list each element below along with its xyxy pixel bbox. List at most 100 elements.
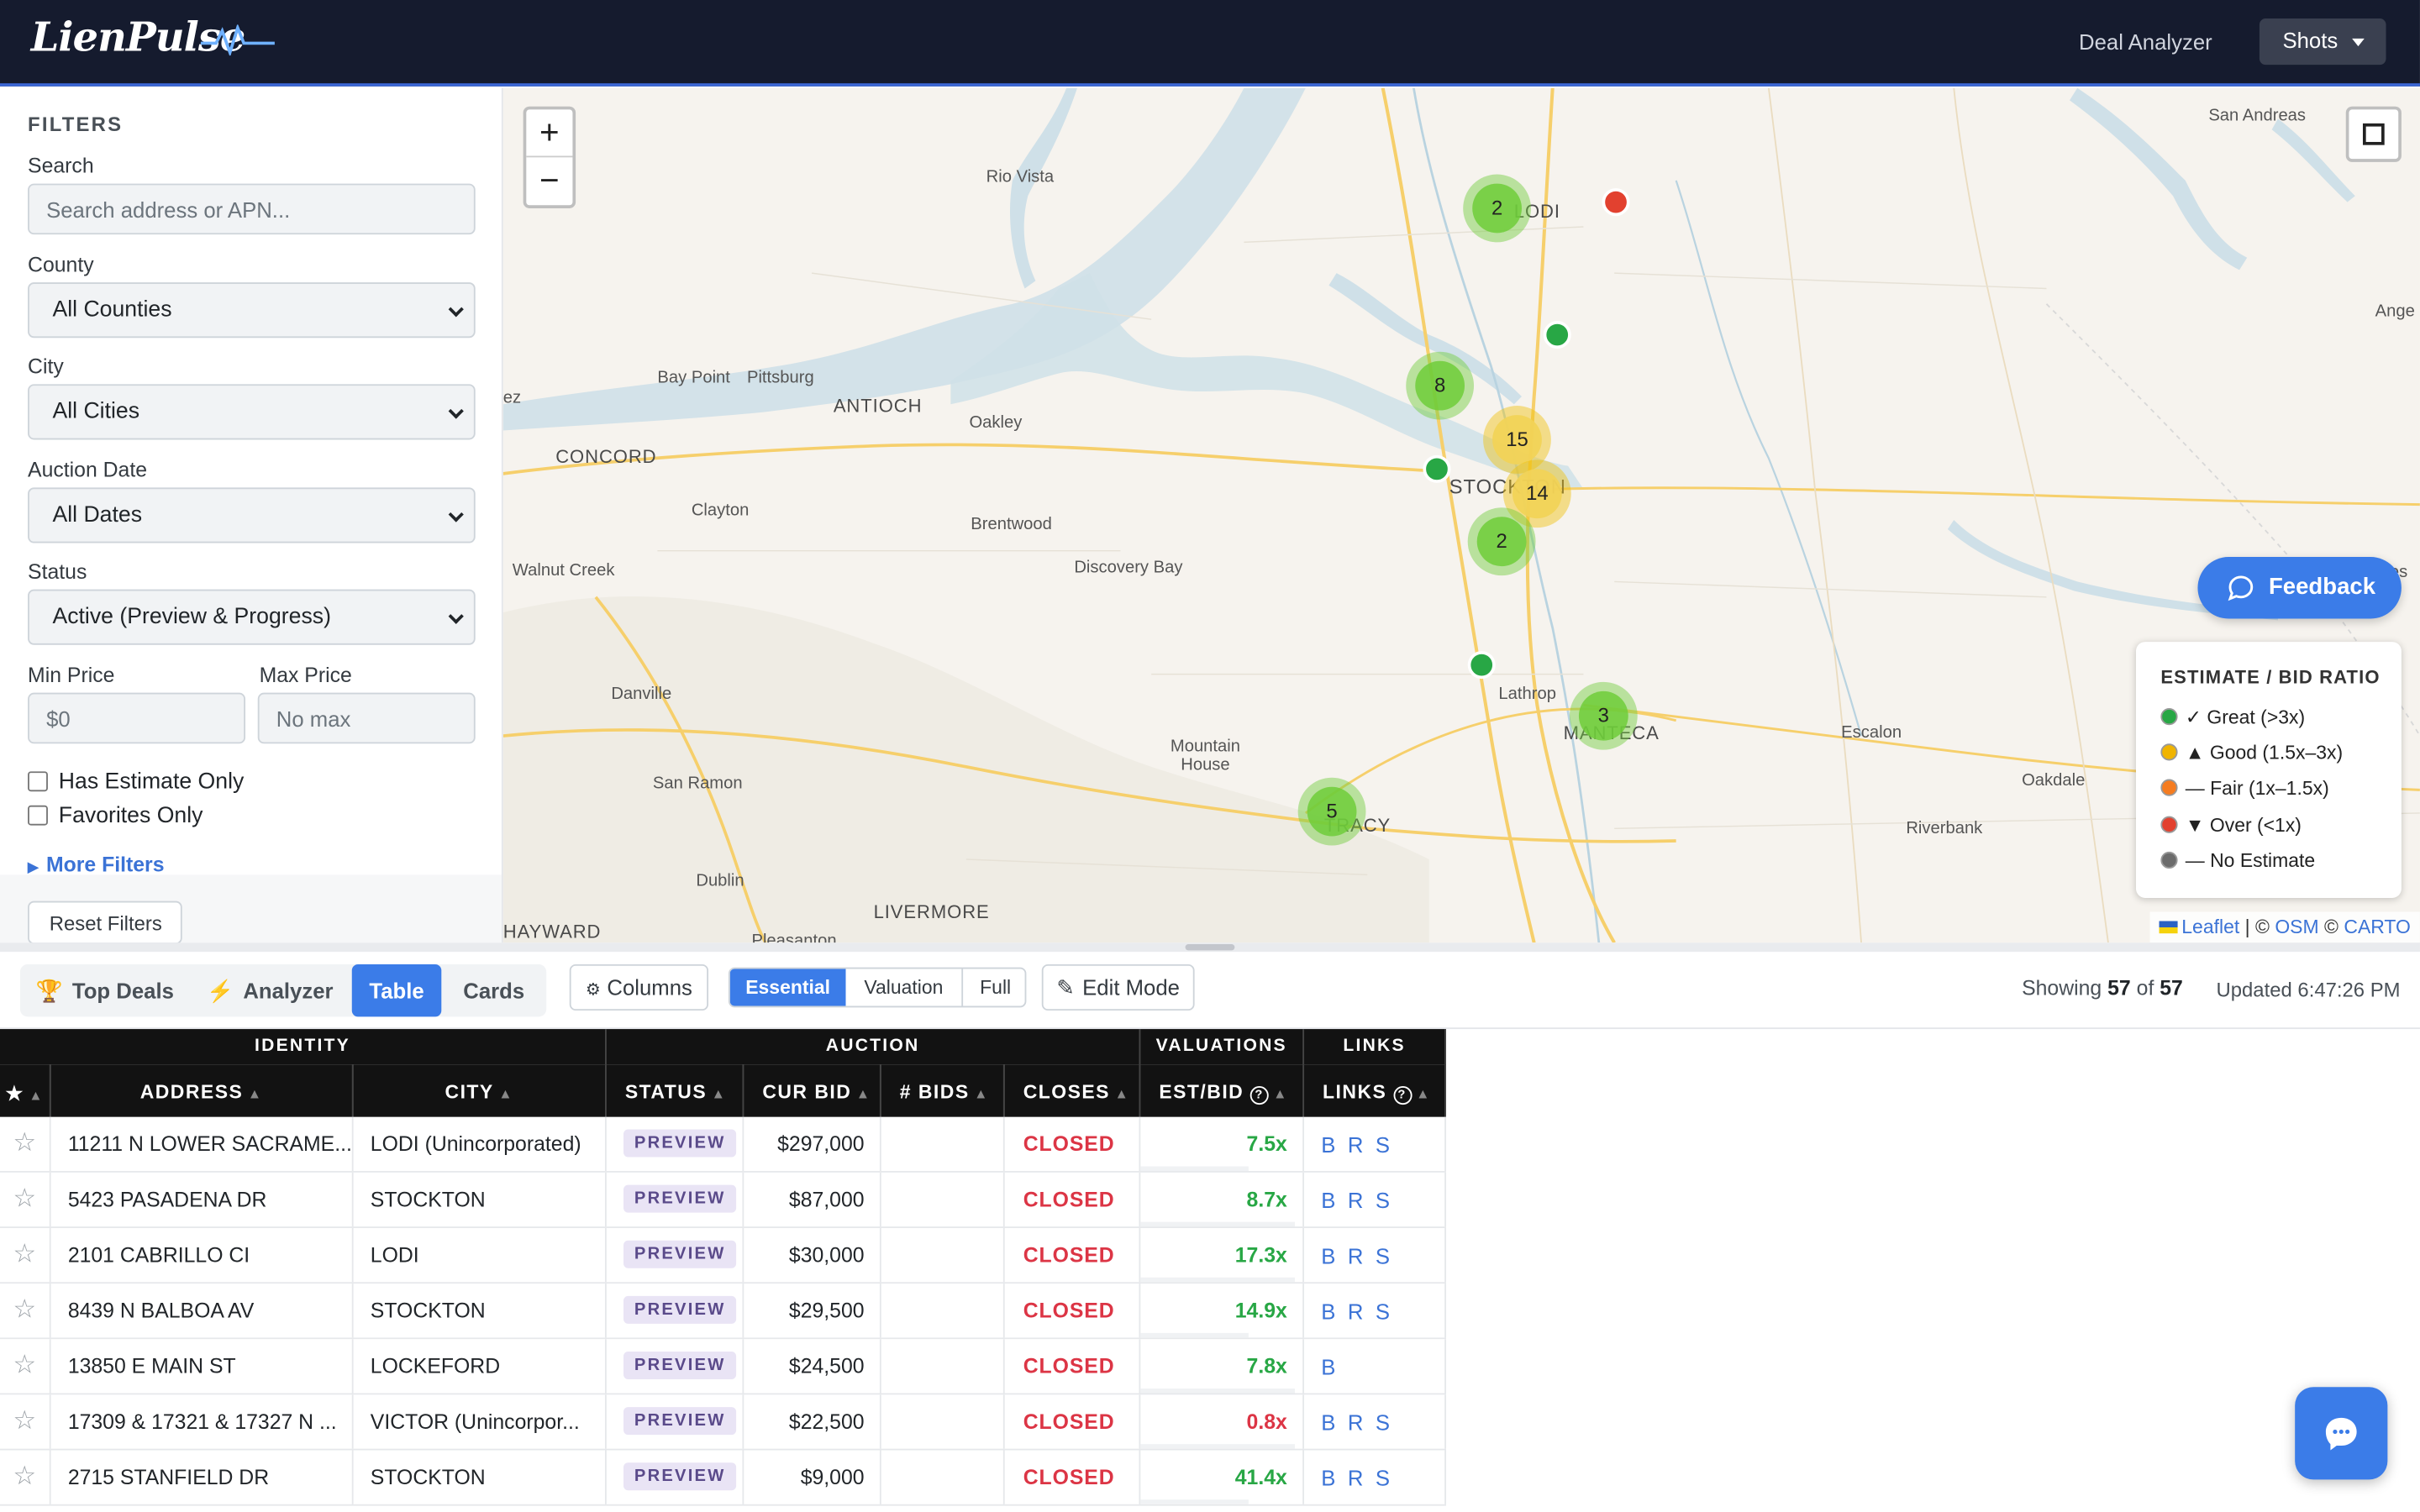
cell-address[interactable]: 2715 STANFIELD DR: [51, 1450, 354, 1504]
links-value[interactable]: B R S: [1321, 1188, 1393, 1213]
table-row[interactable]: ☆ 13850 E MAIN ST LOCKEFORD PREVIEW $24,500 C…: [0, 1339, 1446, 1395]
map-cluster[interactable]: 3: [1569, 681, 1638, 750]
links-value[interactable]: B R S: [1321, 1299, 1393, 1324]
tab-top-deals[interactable]: 🏆 Top Deals: [34, 964, 176, 1016]
fullscreen-button[interactable]: [2345, 106, 2402, 162]
status-select[interactable]: Active (Preview & Progress): [28, 589, 476, 645]
favorite-star-icon[interactable]: ☆: [0, 1228, 51, 1283]
checkbox-box[interactable]: [28, 771, 48, 792]
carto-link[interactable]: CARTO: [2344, 916, 2411, 938]
col-header-est-bid[interactable]: EST/BID? ▲: [1140, 1064, 1305, 1117]
tab-cards[interactable]: Cards: [463, 978, 525, 1003]
map-cluster[interactable]: 8: [1406, 351, 1475, 420]
col-header-address[interactable]: ADDRESS ▲: [50, 1064, 354, 1117]
leaflet-link[interactable]: Leaflet: [2181, 916, 2240, 938]
deal-analyzer-link[interactable]: Deal Analyzer: [2079, 29, 2212, 55]
reset-filters-button[interactable]: Reset Filters: [28, 900, 182, 945]
table-row[interactable]: ☆ 17309 & 17321 & 17327 N ... VICTOR (Unin…: [0, 1394, 1446, 1451]
links-value[interactable]: B: [1321, 1354, 1339, 1380]
col-header-favorite[interactable]: ★ ▲: [0, 1064, 51, 1117]
search-label: Search: [28, 154, 94, 178]
map-basemap[interactable]: [502, 87, 2420, 943]
zoom-out-button[interactable]: −: [539, 160, 560, 199]
map-cluster[interactable]: 14: [1502, 459, 1571, 528]
group-header-identity: IDENTITY: [0, 1029, 607, 1065]
cell-address[interactable]: 17309 & 17321 & 17327 N ...: [51, 1394, 354, 1449]
top-deals-label: Top Deals: [71, 978, 174, 1003]
map-view[interactable]: + − San Andreas Rio Vista LODI Ange Bay …: [502, 87, 2420, 943]
sort-icon: ▲: [974, 1086, 989, 1102]
favorite-star-icon[interactable]: ☆: [0, 1450, 51, 1504]
preset-full[interactable]: Full: [961, 969, 1024, 1006]
table-row[interactable]: ☆ 2715 STANFIELD DR STOCKTON PREVIEW $9,000 C…: [0, 1450, 1446, 1506]
map-marker[interactable]: [1467, 651, 1496, 680]
map-cluster[interactable]: 5: [1297, 777, 1366, 846]
links-value[interactable]: B R S: [1321, 1410, 1393, 1436]
favorite-star-icon[interactable]: ☆: [0, 1339, 51, 1394]
favorites-checkbox[interactable]: Favorites Only: [28, 804, 203, 828]
legend-label: ▲ Good (1.5x–3x): [2185, 742, 2344, 764]
preset-valuation[interactable]: Valuation: [864, 976, 944, 999]
map-cluster[interactable]: 2: [1467, 507, 1536, 576]
min-price-input[interactable]: $0: [28, 692, 246, 744]
tab-analyzer[interactable]: ⚡ Analyzer: [203, 964, 336, 1016]
map-label: ez: [502, 388, 522, 407]
col-header-closes[interactable]: CLOSES ▲: [1004, 1064, 1141, 1117]
links-value[interactable]: B R S: [1321, 1132, 1393, 1158]
shots-dropdown[interactable]: Shots: [2259, 18, 2386, 66]
feedback-button[interactable]: Feedback: [2197, 557, 2402, 619]
links-value[interactable]: B R S: [1321, 1243, 1393, 1268]
cell-bids: [881, 1450, 1005, 1504]
resize-splitter[interactable]: [0, 942, 2420, 953]
max-price-input[interactable]: No max: [257, 692, 476, 744]
favorite-star-icon[interactable]: ☆: [0, 1172, 51, 1227]
auction-date-select[interactable]: All Dates: [28, 487, 476, 543]
col-header-status[interactable]: STATUS ▲: [606, 1064, 744, 1117]
sort-icon: ▲: [1416, 1086, 1432, 1102]
col-header-bids[interactable]: # BIDS ▲: [881, 1064, 1005, 1117]
favorite-star-icon[interactable]: ☆: [0, 1116, 51, 1172]
col-header-links[interactable]: LINKS? ▲: [1304, 1064, 1446, 1117]
map-marker[interactable]: [1423, 454, 1451, 483]
city-select[interactable]: All Cities: [28, 384, 476, 440]
more-filters-toggle[interactable]: ▶ More Filters: [28, 853, 164, 877]
help-icon[interactable]: ?: [1392, 1086, 1412, 1105]
cell-address[interactable]: 8439 N BALBOA AV: [51, 1284, 354, 1338]
has-estimate-checkbox[interactable]: Has Estimate Only: [28, 770, 244, 795]
search-input[interactable]: Search address or APN...: [28, 183, 476, 235]
drag-handle[interactable]: [1185, 944, 1235, 951]
cell-closes: CLOSED: [1005, 1450, 1141, 1504]
links-value[interactable]: B R S: [1321, 1465, 1393, 1491]
cell-address[interactable]: 11211 N LOWER SACRAME...: [51, 1116, 354, 1172]
cell-city: STOCKTON: [354, 1284, 607, 1338]
map-marker[interactable]: [1602, 188, 1630, 217]
favorite-star-icon[interactable]: ☆: [0, 1284, 51, 1338]
ratio-bar: [1140, 1221, 1295, 1227]
favorite-star-icon[interactable]: ☆: [0, 1394, 51, 1449]
table-row[interactable]: ☆ 8439 N BALBOA AV STOCKTON PREVIEW $29,500 C…: [0, 1284, 1446, 1340]
osm-link[interactable]: OSM: [2275, 916, 2319, 938]
col-header-city[interactable]: CITY ▲: [353, 1064, 607, 1117]
tab-table[interactable]: Table: [351, 963, 442, 1017]
edit-mode-button[interactable]: ✎ Edit Mode: [1041, 963, 1195, 1011]
columns-button[interactable]: ⚙ Columns: [569, 963, 709, 1011]
status-badge: PREVIEW: [623, 1351, 737, 1380]
county-select[interactable]: All Counties: [28, 282, 476, 339]
cell-address[interactable]: 5423 PASADENA DR: [51, 1172, 354, 1227]
map-cluster[interactable]: 15: [1483, 406, 1551, 474]
bids-header-label: # BIDS: [899, 1081, 970, 1104]
col-header-cur-bid[interactable]: CUR BID ▲: [744, 1064, 881, 1117]
checkbox-box[interactable]: [28, 805, 48, 826]
preset-essential[interactable]: Essential: [729, 969, 846, 1006]
table-row[interactable]: ☆ 2101 CABRILLO CI LODI PREVIEW $30,000 CLOSE…: [0, 1228, 1446, 1284]
chat-launcher-button[interactable]: [2295, 1387, 2388, 1480]
table-row[interactable]: ☆ 11211 N LOWER SACRAME... LODI (Unincorpo…: [0, 1116, 1446, 1173]
cell-address[interactable]: 2101 CABRILLO CI: [51, 1228, 354, 1283]
map-cluster[interactable]: 2: [1463, 174, 1532, 243]
map-marker[interactable]: [1543, 321, 1571, 349]
help-icon[interactable]: ?: [1249, 1086, 1269, 1105]
zoom-in-button[interactable]: +: [526, 109, 573, 158]
table-row[interactable]: ☆ 5423 PASADENA DR STOCKTON PREVIEW $87,000 C…: [0, 1172, 1446, 1229]
logo[interactable]: LienPulse: [31, 15, 275, 61]
cell-address[interactable]: 13850 E MAIN ST: [51, 1339, 354, 1394]
